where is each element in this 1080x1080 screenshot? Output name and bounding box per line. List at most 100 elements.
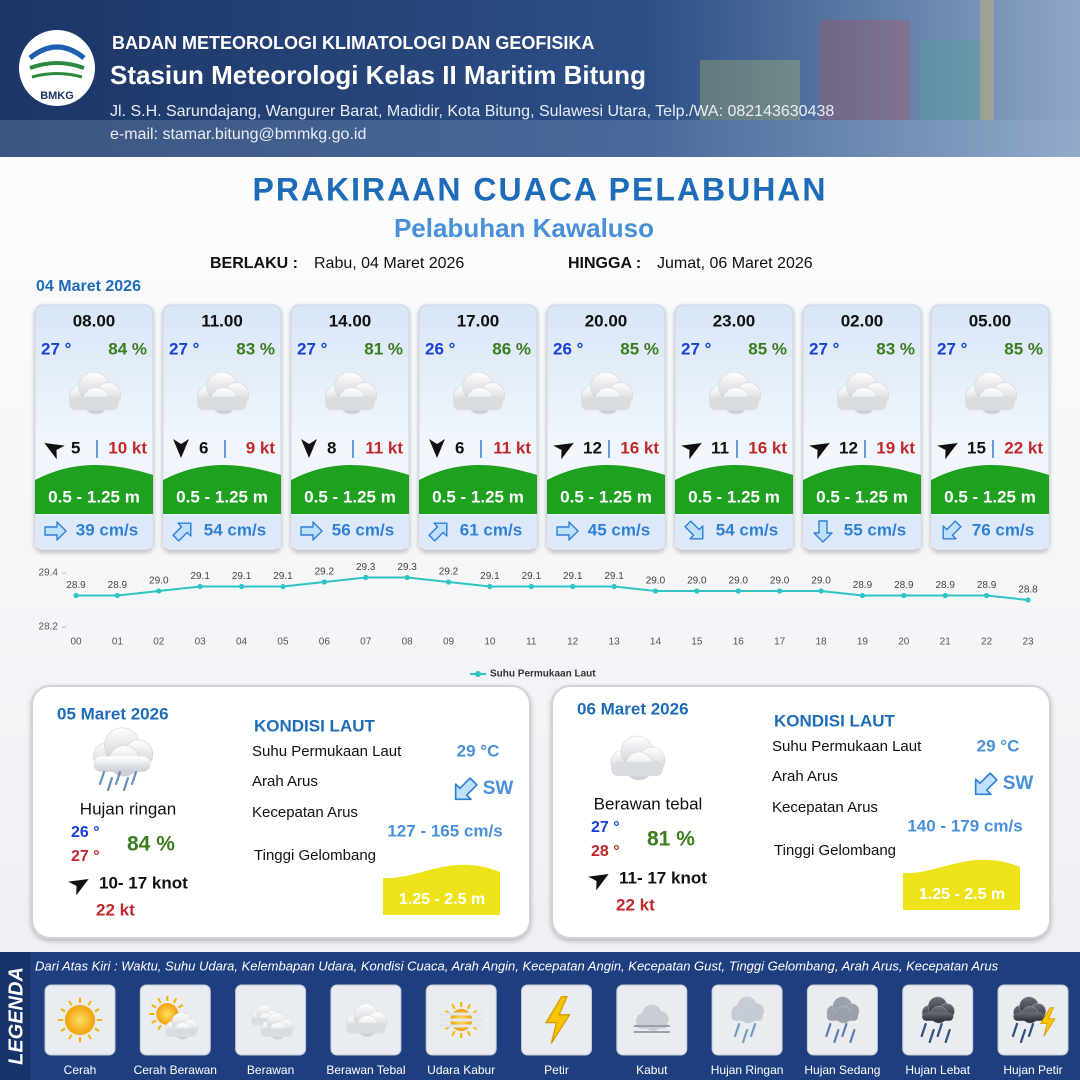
gust-speed: 9 kt bbox=[246, 438, 276, 457]
sst-chart bbox=[62, 572, 1031, 677]
sst-point bbox=[73, 592, 79, 599]
sun-ray bbox=[451, 1030, 456, 1037]
wave-shape bbox=[383, 864, 500, 915]
data-label: 29.0 bbox=[729, 576, 749, 587]
rain-drop bbox=[741, 1028, 749, 1044]
current-arrow bbox=[684, 520, 704, 540]
data-label: 29.1 bbox=[190, 571, 210, 582]
sun-ray bbox=[151, 1004, 157, 1009]
cloud-icon bbox=[610, 735, 666, 781]
gust: 22 kt bbox=[96, 900, 135, 919]
cloud-icon bbox=[346, 1003, 388, 1037]
day-box bbox=[31, 685, 531, 939]
current-speed: 54 cm/s bbox=[204, 520, 266, 539]
gust-speed: 19 kt bbox=[876, 438, 915, 457]
rain-drop bbox=[1019, 1028, 1027, 1044]
cloud-icon bbox=[453, 371, 505, 415]
x-tick-label: 12 bbox=[567, 637, 579, 648]
humidity: 83 % bbox=[876, 339, 915, 358]
current-speed: 39 cm/s bbox=[76, 520, 138, 539]
sst-point bbox=[321, 579, 327, 585]
data-label: 29.3 bbox=[356, 562, 376, 573]
logo-arc bbox=[29, 61, 85, 70]
wind-speed: 5 bbox=[71, 438, 80, 457]
time: 14.00 bbox=[329, 311, 372, 330]
current-speed-label: Kecepatan Arus bbox=[252, 804, 358, 821]
sun-ray bbox=[466, 1003, 472, 1010]
wind-arrow bbox=[68, 879, 89, 896]
day-date: 05 Maret 2026 bbox=[57, 704, 169, 723]
valid-to: Jumat, 06 Maret 2026 bbox=[657, 255, 813, 272]
wave-height: 0.5 - 1.25 m bbox=[176, 487, 268, 506]
forecast-card bbox=[34, 304, 154, 551]
data-label: 29.2 bbox=[315, 567, 335, 578]
cloud-icon bbox=[260, 1012, 294, 1040]
sst-point bbox=[694, 588, 700, 594]
current-speed: 54 cm/s bbox=[716, 520, 778, 539]
legend-item-label: Hujan Petir bbox=[1003, 1063, 1062, 1077]
wind-speed: 12 bbox=[583, 438, 602, 457]
current-arrow bbox=[172, 522, 192, 542]
legend-item bbox=[139, 984, 211, 1056]
x-tick-label: 14 bbox=[650, 637, 662, 648]
current-dir-label: Arah Arus bbox=[252, 773, 318, 790]
sst-point bbox=[652, 588, 659, 594]
current-speed: 61 cm/s bbox=[460, 520, 522, 539]
x-tick-label: 00 bbox=[70, 637, 82, 648]
x-tick-label: 08 bbox=[402, 637, 414, 648]
cloud-base bbox=[636, 1020, 668, 1029]
temp-max: 27 ° bbox=[71, 848, 100, 865]
wave-shape bbox=[291, 464, 409, 514]
forecast-card bbox=[546, 304, 666, 551]
sst-point bbox=[984, 592, 990, 599]
x-tick-label: 10 bbox=[484, 637, 496, 648]
logo-arc bbox=[28, 44, 86, 60]
temp-min: 27 ° bbox=[591, 819, 620, 836]
data-label: 28.9 bbox=[977, 580, 997, 591]
gust-speed: 11 kt bbox=[493, 438, 531, 457]
wind-speed: 11 bbox=[711, 438, 729, 457]
legend-item bbox=[44, 984, 116, 1056]
legend-item bbox=[616, 984, 688, 1056]
legend-item-label: Kabut bbox=[636, 1063, 668, 1077]
wave-label: Tinggi Gelombang bbox=[254, 847, 376, 864]
cloud-base bbox=[965, 396, 1015, 411]
sst-point bbox=[777, 588, 783, 594]
rain-drop bbox=[1011, 1022, 1019, 1038]
legend-note: Dari Atas Kiri : Waktu, Suhu Udara, Kele… bbox=[35, 958, 999, 973]
legend-item bbox=[902, 984, 974, 1056]
current-speed: 140 - 179 cm/s bbox=[907, 816, 1022, 835]
wave-shape bbox=[675, 464, 793, 514]
data-label: 28.9 bbox=[853, 580, 873, 591]
gust-speed: 11 kt bbox=[365, 438, 403, 457]
cloud-base bbox=[611, 762, 663, 776]
air-temp: 27 ° bbox=[297, 339, 328, 358]
valid-to-label: HINGGA : bbox=[568, 255, 641, 272]
sun-ray bbox=[68, 1034, 73, 1040]
sst-point bbox=[735, 588, 741, 594]
logo-text: BMKG bbox=[40, 90, 74, 102]
humidity: 83 % bbox=[236, 339, 275, 358]
legend-title: LEGENDA bbox=[5, 967, 27, 1065]
wind-speed: 15 bbox=[967, 438, 986, 457]
time: 23.00 bbox=[713, 311, 756, 330]
cloud-base bbox=[93, 756, 151, 772]
temp-max: 28 ° bbox=[591, 843, 620, 860]
forecast-card bbox=[930, 304, 1050, 551]
wind-speed: 6 bbox=[455, 438, 464, 457]
rain-drop bbox=[98, 770, 106, 786]
wave-height: 0.5 - 1.25 m bbox=[560, 487, 652, 506]
legend-item bbox=[235, 984, 307, 1056]
sun-ray bbox=[94, 1027, 100, 1032]
legend-item-label: Berawan bbox=[247, 1063, 294, 1077]
legend-item bbox=[330, 984, 402, 1056]
wave-height: 0.5 - 1.25 m bbox=[432, 487, 524, 506]
weather-desc: Hujan ringan bbox=[80, 799, 176, 818]
humidity: 84 % bbox=[108, 339, 147, 358]
rain-drop bbox=[920, 1022, 927, 1038]
gust-speed: 10 kt bbox=[108, 438, 147, 457]
current-dir: SW bbox=[1003, 773, 1034, 794]
cloud-base bbox=[922, 1012, 954, 1021]
air-temp: 26 ° bbox=[553, 339, 584, 358]
